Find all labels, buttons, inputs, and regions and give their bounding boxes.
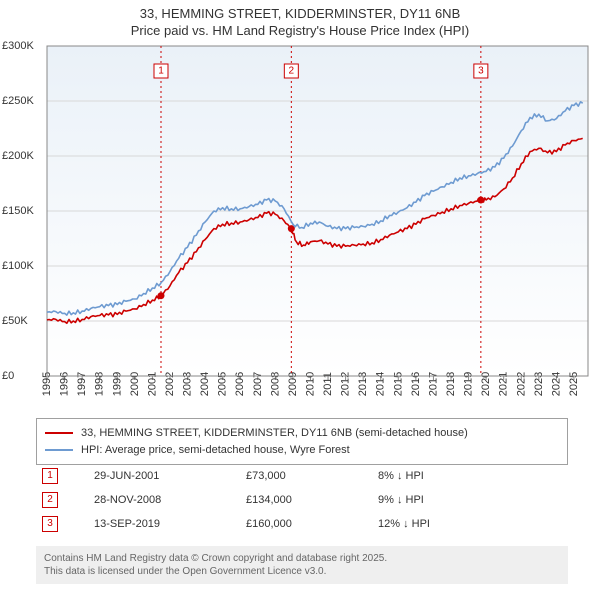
svg-text:2009: 2009 — [287, 372, 299, 396]
chart-area: £0£50K£100K£150K£200K£250K£300K199519961… — [0, 40, 600, 410]
svg-text:2003: 2003 — [182, 372, 194, 396]
svg-text:1996: 1996 — [59, 372, 71, 396]
svg-text:£50K: £50K — [2, 315, 28, 327]
svg-text:1: 1 — [158, 66, 164, 77]
chart-title: 33, HEMMING STREET, KIDDERMINSTER, DY11 … — [0, 0, 600, 40]
svg-text:2025: 2025 — [568, 372, 580, 396]
legend-swatch-hpi — [45, 449, 73, 451]
legend-label-hpi: HPI: Average price, semi-detached house,… — [81, 442, 350, 459]
footer-line1: Contains HM Land Registry data © Crown c… — [44, 553, 387, 564]
svg-text:1999: 1999 — [111, 372, 123, 396]
svg-text:2004: 2004 — [199, 372, 211, 396]
svg-text:£300K: £300K — [2, 40, 34, 52]
svg-text:2010: 2010 — [304, 372, 316, 396]
svg-text:1997: 1997 — [76, 372, 88, 396]
transaction-row: 2 28-NOV-2008 £134,000 9% ↓ HPI — [36, 488, 568, 512]
svg-text:2008: 2008 — [269, 372, 281, 396]
svg-text:2020: 2020 — [480, 372, 492, 396]
svg-text:2006: 2006 — [234, 372, 246, 396]
svg-text:2001: 2001 — [146, 372, 158, 396]
chart-legend: 33, HEMMING STREET, KIDDERMINSTER, DY11 … — [36, 418, 568, 465]
svg-text:£250K: £250K — [2, 95, 34, 107]
transactions-table: 1 29-JUN-2001 £73,000 8% ↓ HPI 2 28-NOV-… — [36, 464, 568, 536]
svg-text:2022: 2022 — [515, 372, 527, 396]
transaction-price: £160,000 — [240, 512, 372, 536]
svg-text:1998: 1998 — [94, 372, 106, 396]
svg-text:2019: 2019 — [463, 372, 475, 396]
svg-text:2012: 2012 — [340, 372, 352, 396]
svg-text:2018: 2018 — [445, 372, 457, 396]
title-line2: Price paid vs. HM Land Registry's House … — [131, 23, 469, 38]
legend-item-price-paid: 33, HEMMING STREET, KIDDERMINSTER, DY11 … — [45, 425, 559, 442]
title-line1: 33, HEMMING STREET, KIDDERMINSTER, DY11 … — [140, 6, 461, 21]
attribution-footer: Contains HM Land Registry data © Crown c… — [36, 546, 568, 584]
svg-text:2023: 2023 — [533, 372, 545, 396]
svg-text:£200K: £200K — [2, 150, 34, 162]
svg-text:£150K: £150K — [2, 205, 34, 217]
transaction-date: 13-SEP-2019 — [88, 512, 240, 536]
transaction-marker-3: 3 — [42, 516, 58, 532]
transaction-price: £134,000 — [240, 488, 372, 512]
svg-text:2: 2 — [289, 66, 295, 77]
svg-text:2000: 2000 — [129, 372, 141, 396]
svg-text:2024: 2024 — [550, 372, 562, 396]
chart-svg: £0£50K£100K£150K£200K£250K£300K199519961… — [0, 40, 600, 410]
svg-text:2021: 2021 — [498, 372, 510, 396]
transaction-date: 28-NOV-2008 — [88, 488, 240, 512]
svg-text:2007: 2007 — [252, 372, 264, 396]
transaction-delta: 12% ↓ HPI — [372, 512, 568, 536]
legend-swatch-price-paid — [45, 432, 73, 434]
footer-line2: This data is licensed under the Open Gov… — [44, 566, 326, 577]
svg-text:2014: 2014 — [375, 372, 387, 396]
svg-text:2017: 2017 — [427, 372, 439, 396]
svg-text:2005: 2005 — [217, 372, 229, 396]
svg-text:£0: £0 — [2, 370, 14, 382]
transaction-delta: 9% ↓ HPI — [372, 488, 568, 512]
transaction-price: £73,000 — [240, 464, 372, 488]
transaction-row: 1 29-JUN-2001 £73,000 8% ↓ HPI — [36, 464, 568, 488]
svg-text:2013: 2013 — [357, 372, 369, 396]
transaction-row: 3 13-SEP-2019 £160,000 12% ↓ HPI — [36, 512, 568, 536]
transaction-date: 29-JUN-2001 — [88, 464, 240, 488]
legend-label-price-paid: 33, HEMMING STREET, KIDDERMINSTER, DY11 … — [81, 425, 468, 442]
transaction-delta: 8% ↓ HPI — [372, 464, 568, 488]
legend-item-hpi: HPI: Average price, semi-detached house,… — [45, 442, 559, 459]
svg-text:2002: 2002 — [164, 372, 176, 396]
svg-text:£100K: £100K — [2, 260, 34, 272]
transaction-marker-2: 2 — [42, 492, 58, 508]
svg-text:3: 3 — [478, 66, 484, 77]
svg-text:2016: 2016 — [410, 372, 422, 396]
transaction-marker-1: 1 — [42, 468, 58, 484]
svg-text:2015: 2015 — [392, 372, 404, 396]
